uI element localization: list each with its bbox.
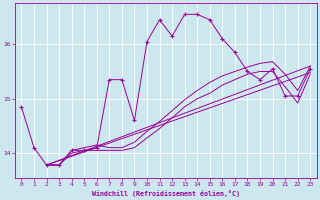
X-axis label: Windchill (Refroidissement éolien,°C): Windchill (Refroidissement éolien,°C): [92, 190, 240, 197]
